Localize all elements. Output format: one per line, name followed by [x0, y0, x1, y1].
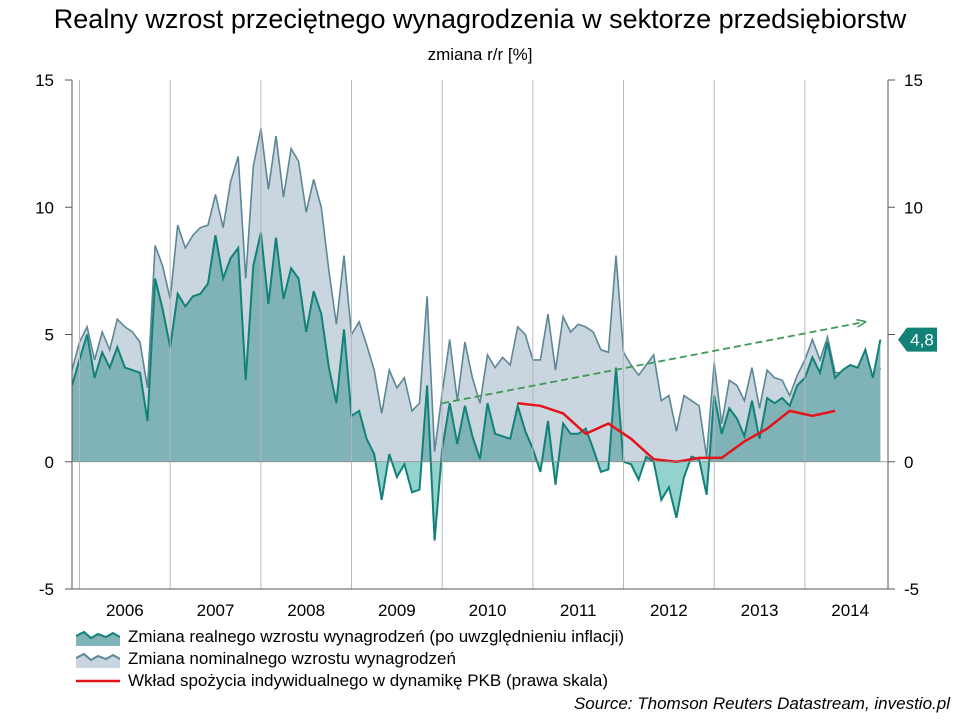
y-tick-label-left: 15: [35, 71, 54, 90]
plot-area: [72, 128, 882, 541]
legend-swatch-consumption: [76, 679, 120, 683]
source-note: Source: Thomson Reuters Datastream, inve…: [573, 694, 950, 713]
y-tick-label-right: -5: [904, 580, 919, 599]
x-tick-label: 2010: [469, 601, 507, 620]
legend: Zmiana realnego wzrostu wynagrodzeń (po …: [76, 626, 624, 692]
x-tick-label: 2014: [831, 601, 869, 620]
y-tick-label-right: 15: [904, 71, 923, 90]
x-tick-label: 2008: [287, 601, 325, 620]
real-area-negative: [72, 461, 881, 541]
x-tick-label: 2012: [650, 601, 688, 620]
x-tick-label: 2011: [560, 601, 597, 620]
x-tick-label: 2009: [378, 601, 416, 620]
legend-label-nominal: Zmiana nominalnego wzrostu wynagrodzeń: [128, 649, 456, 668]
legend-swatch-nominal: [76, 652, 120, 668]
y-tick-label-left: 5: [45, 326, 54, 345]
x-tick-label: 2013: [741, 601, 779, 620]
nominal-line: [72, 128, 882, 457]
chart-title: Realny wzrost przeciętnego wynagrodzenia…: [53, 4, 907, 34]
y-tick-label-left: 10: [35, 198, 54, 217]
legend-item-real: Zmiana realnego wzrostu wynagrodzeń (po …: [76, 626, 624, 648]
real-line: [72, 232, 882, 541]
legend-item-consumption: Wkład spożycia indywidualnego w dynamikę…: [76, 670, 624, 692]
y-tick-label-left: 0: [45, 453, 54, 472]
legend-item-nominal: Zmiana nominalnego wzrostu wynagrodzeń: [76, 648, 624, 670]
real-area-positive: [72, 232, 881, 462]
end-value-label: 4,8: [910, 331, 934, 350]
y-tick-label-right: 10: [904, 198, 923, 217]
y-tick-label-left: -5: [39, 580, 54, 599]
chart-subtitle: zmiana r/r [%]: [427, 45, 533, 64]
legend-swatch-real: [76, 630, 120, 646]
x-tick-label: 2007: [197, 601, 235, 620]
y-tick-label-right: 0: [904, 453, 913, 472]
end-value-badge: [898, 327, 937, 352]
x-tick-label: 2006: [106, 601, 144, 620]
legend-label-real: Zmiana realnego wzrostu wynagrodzeń (po …: [128, 627, 625, 646]
legend-label-consumption: Wkład spożycia indywidualnego w dynamikę…: [128, 671, 608, 690]
trend-arrow: [442, 322, 865, 405]
